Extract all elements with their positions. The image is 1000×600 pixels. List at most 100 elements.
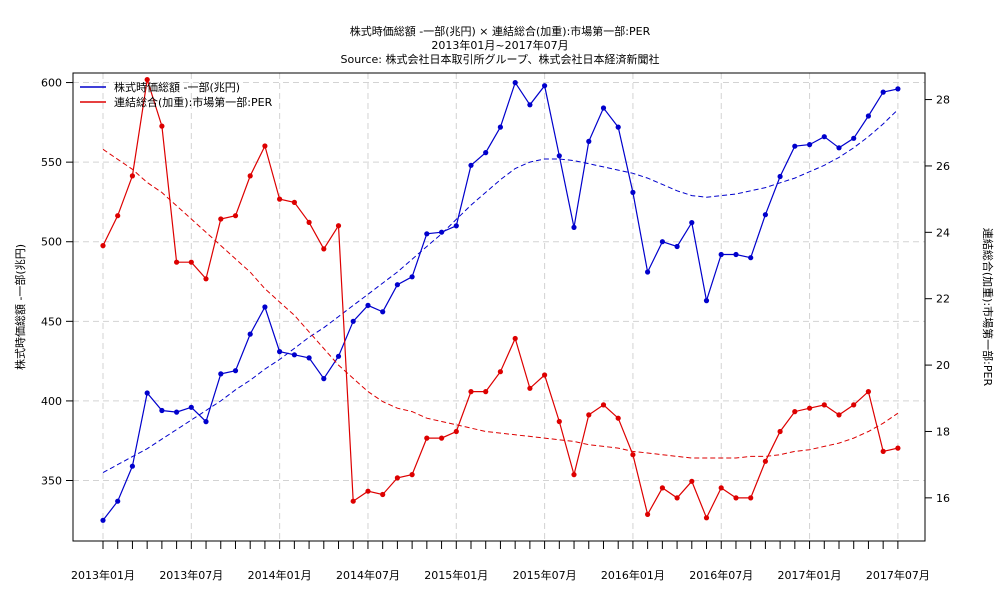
data-point-per <box>600 402 607 408</box>
data-point-per <box>645 511 651 517</box>
data-point-per <box>527 385 533 391</box>
x-tick-label: 2014年07月 <box>336 568 400 582</box>
y-right-tick-label: 18 <box>936 425 950 438</box>
x-tick-label: 2016年07月 <box>689 568 753 582</box>
data-point-per <box>203 276 209 282</box>
legend: 株式時価総額 -一部(兆円) 連結総合(加重):市場第一部:PER <box>80 80 273 109</box>
data-point-market-cap <box>262 304 268 310</box>
data-point-market-cap <box>188 404 194 410</box>
data-point-per <box>880 448 886 454</box>
data-point-market-cap <box>600 105 607 111</box>
data-point-market-cap <box>291 352 297 358</box>
data-point-market-cap <box>512 80 518 86</box>
x-tick-label: 2013年01月 <box>71 568 135 582</box>
data-point-per <box>365 488 371 494</box>
data-point-per <box>144 77 150 83</box>
data-point-market-cap <box>777 173 783 180</box>
data-point-market-cap <box>174 409 180 415</box>
data-point-per <box>586 412 592 418</box>
data-point-market-cap <box>497 124 503 130</box>
data-point-market-cap <box>807 142 813 148</box>
data-point-per <box>689 478 695 484</box>
data-point-per <box>512 335 518 342</box>
data-point-per <box>865 389 872 395</box>
chart-title-line-2: 2013年01月~2017年07月 <box>431 38 568 52</box>
y-left-tick-label: 500 <box>41 236 62 249</box>
y-left-tick-label: 400 <box>41 395 62 408</box>
data-point-per <box>821 402 827 408</box>
data-point-market-cap <box>232 368 239 374</box>
y-axis-left-label: 株式時価総額 -一部(兆円) <box>13 244 27 370</box>
x-tick-label: 2015年01月 <box>424 568 488 582</box>
data-point-market-cap <box>321 376 327 382</box>
data-point-per <box>807 405 813 411</box>
grid-lines <box>73 73 925 541</box>
data-point-per <box>306 219 312 225</box>
data-point-per <box>424 435 430 441</box>
x-tick-label: 2014年01月 <box>248 568 312 582</box>
data-point-per <box>394 475 400 481</box>
legend-label-market-cap: 株式時価総額 -一部(兆円) <box>114 80 240 94</box>
x-axis: 2013年01月 2013年07月 2014年01月 2014年07月 2015年01月… <box>71 541 930 582</box>
data-point-market-cap <box>350 318 356 324</box>
data-point-per <box>483 389 489 395</box>
data-point-per <box>895 445 901 451</box>
data-point-market-cap <box>394 282 400 288</box>
y-axis-right: 16 18 20 22 24 26 28 <box>925 94 950 505</box>
plot-frame <box>72 72 926 542</box>
data-point-market-cap <box>100 517 106 523</box>
data-point-per <box>777 428 783 435</box>
data-point-market-cap <box>159 407 165 414</box>
data-point-per <box>556 418 562 425</box>
data-point-per <box>615 415 621 421</box>
data-point-market-cap <box>748 255 754 261</box>
y-right-tick-label: 16 <box>936 492 950 505</box>
data-point-market-cap <box>144 390 150 396</box>
trend-line-per <box>102 148 899 459</box>
data-point-per <box>247 173 253 179</box>
data-point-per <box>703 515 710 521</box>
y-right-tick-label: 24 <box>936 226 950 239</box>
data-point-market-cap <box>571 224 577 230</box>
data-point-market-cap <box>424 231 430 237</box>
data-point-market-cap <box>851 135 857 141</box>
data-point-market-cap <box>306 355 312 361</box>
y-right-tick-label: 28 <box>936 94 950 107</box>
data-point-per <box>453 428 459 435</box>
data-point-market-cap <box>821 134 827 140</box>
x-tick-label: 2017年01月 <box>778 568 842 582</box>
data-point-market-cap <box>836 145 842 151</box>
data-point-per <box>100 243 106 249</box>
data-point-market-cap <box>203 419 209 425</box>
chart-source-line: Source: 株式会社日本取引所グループ、株式会社日本経済新聞社 <box>341 52 660 66</box>
data-point-per <box>836 412 842 418</box>
y-right-tick-label: 20 <box>936 359 950 372</box>
data-point-market-cap <box>792 143 798 149</box>
data-point-market-cap <box>586 138 592 144</box>
data-point-per <box>497 369 503 375</box>
data-point-per <box>174 259 180 265</box>
data-point-per <box>748 495 754 501</box>
data-point-per <box>659 485 666 491</box>
data-point-per <box>277 196 283 202</box>
data-point-per <box>674 495 680 501</box>
data-point-market-cap <box>674 243 680 250</box>
data-point-per <box>350 498 356 504</box>
data-point-market-cap <box>718 251 724 258</box>
chart-title: 株式時価総額 -一部(兆円) × 連結総合(加重):市場第一部:PER 2013… <box>341 24 660 66</box>
y-left-tick-label: 450 <box>41 315 62 328</box>
y-axis-left: 350 400 450 500 550 600 <box>41 77 73 488</box>
data-point-market-cap <box>453 223 459 229</box>
legend-label-per: 連結総合(加重):市場第一部:PER <box>114 95 273 109</box>
data-point-per <box>321 246 327 252</box>
data-point-market-cap <box>218 371 224 377</box>
data-point-market-cap <box>115 498 121 504</box>
data-point-per <box>762 458 769 464</box>
data-point-market-cap <box>615 124 621 130</box>
data-point-per <box>439 435 445 441</box>
data-point-per <box>571 472 577 478</box>
data-point-per <box>409 472 415 478</box>
data-point-per <box>115 213 121 219</box>
data-point-market-cap <box>365 302 371 308</box>
